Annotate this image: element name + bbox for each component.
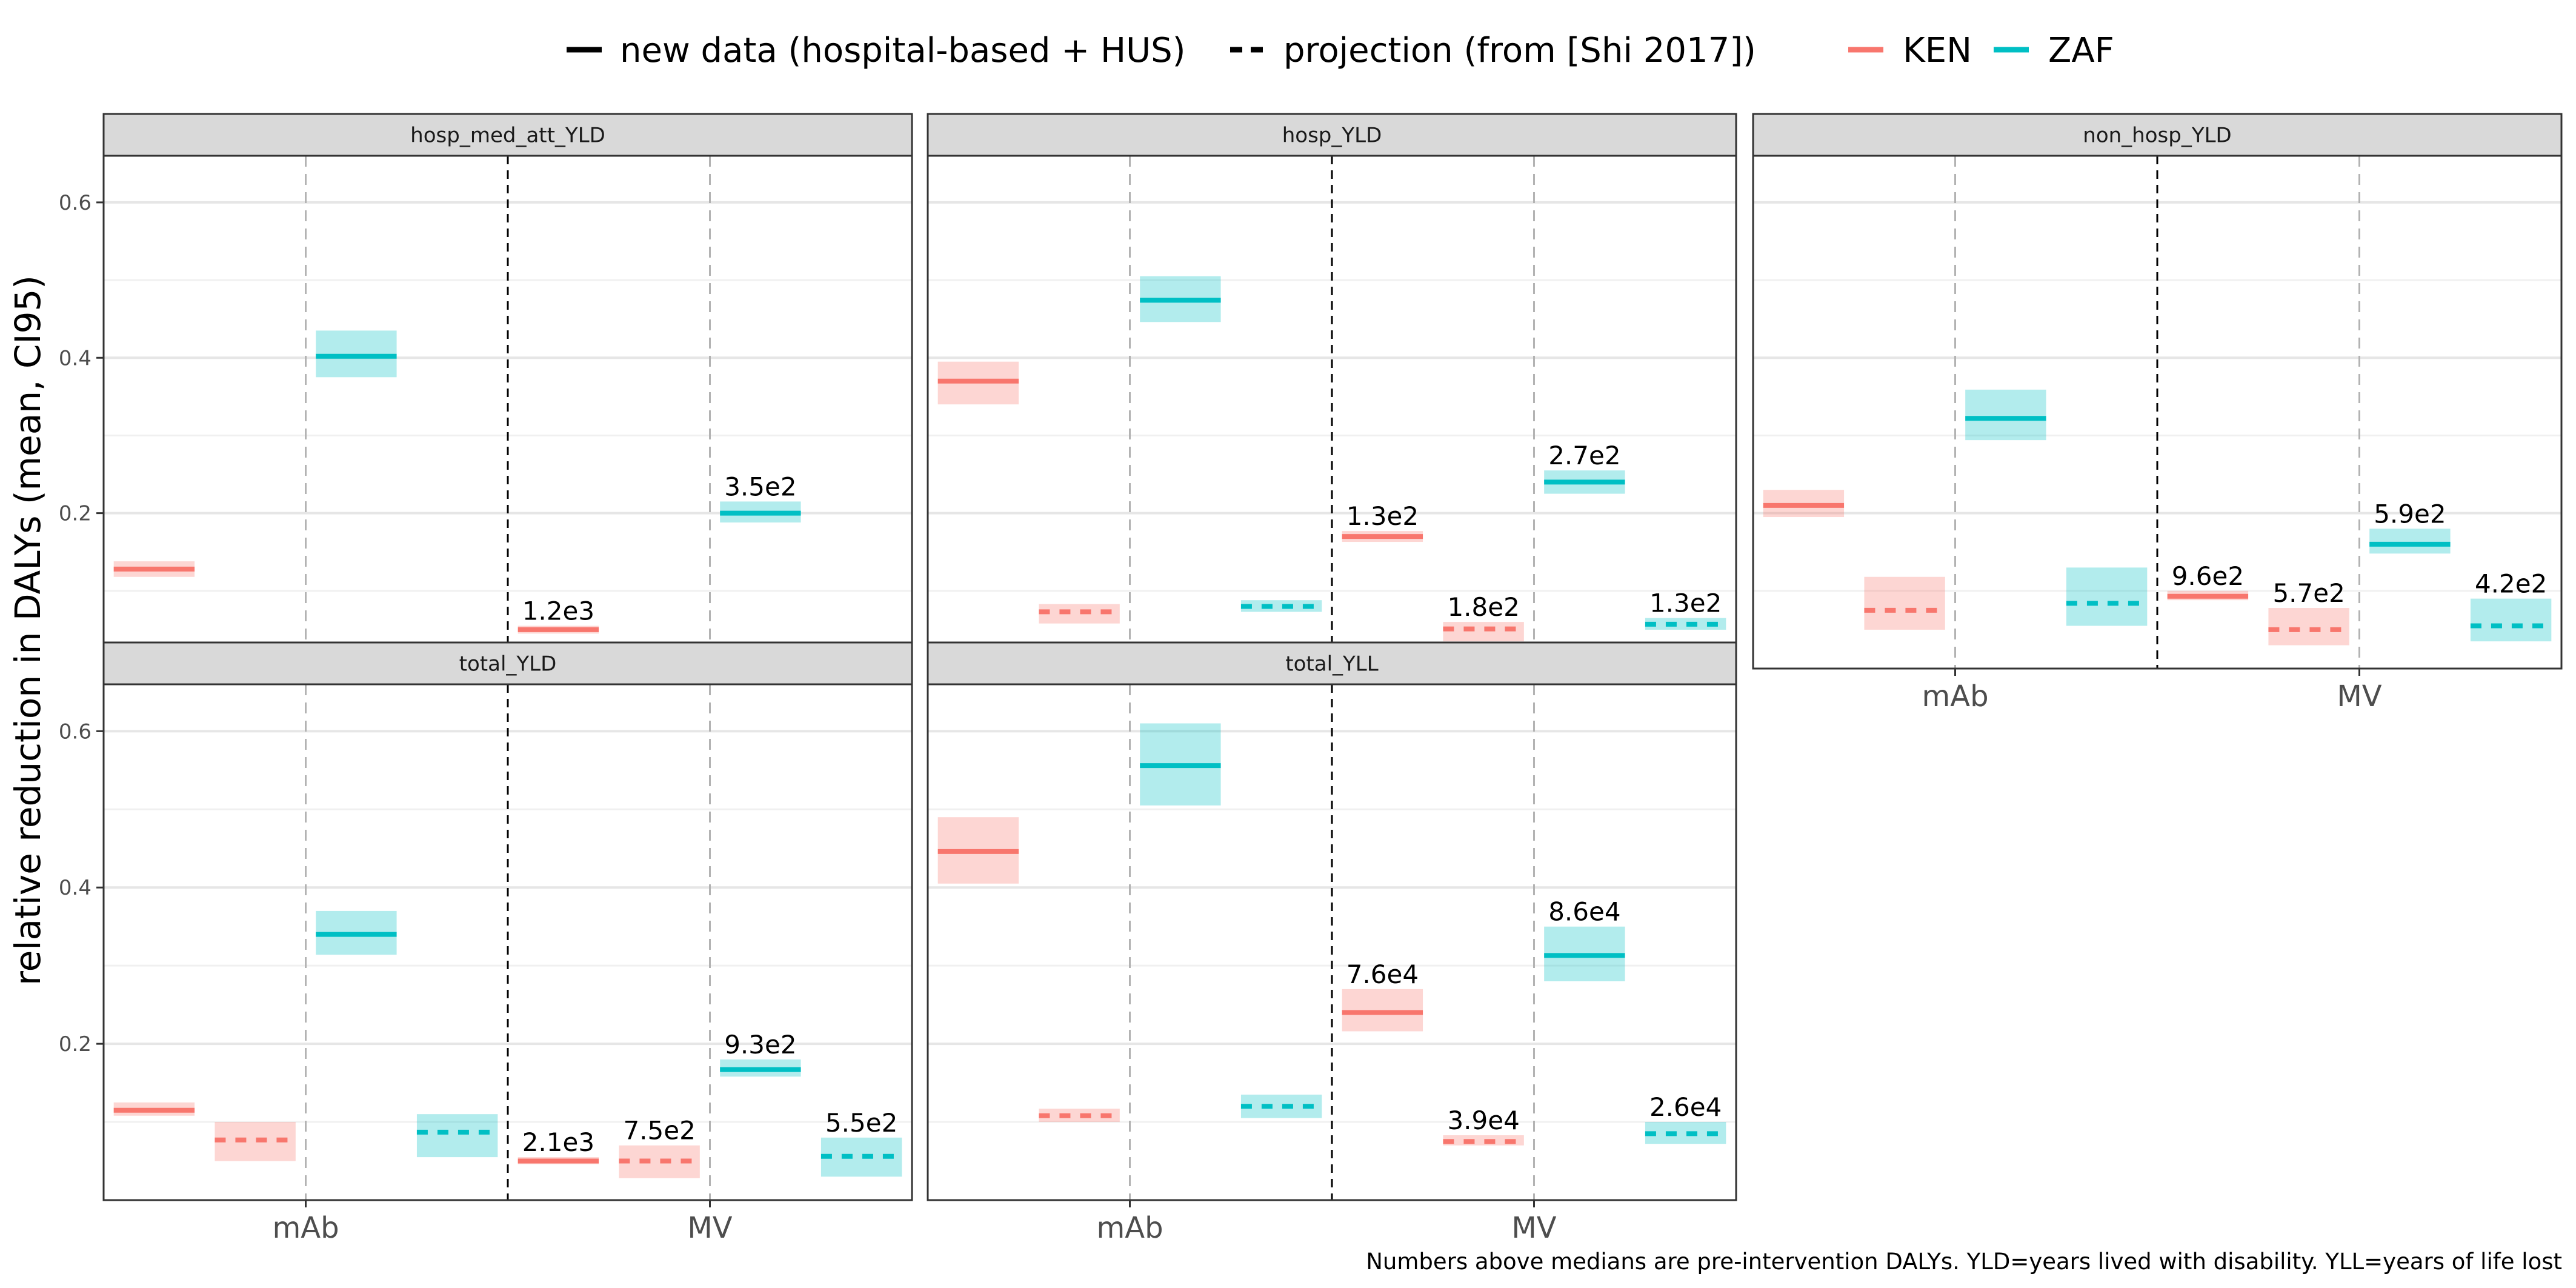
facet-total_YLL: 7.6e4 3.9e4 8.6e4 2.6e4 total_YLL mAb MV bbox=[927, 641, 1737, 1245]
x-tick-label: mAb bbox=[272, 1211, 339, 1245]
facet-strip-label: total_YLL bbox=[1285, 652, 1378, 676]
x-tick-label: MV bbox=[687, 1211, 732, 1245]
ci-box-zaf-projection bbox=[2470, 598, 2552, 642]
facet-strip bbox=[927, 641, 1737, 686]
value-label: 3.5e2 bbox=[724, 472, 796, 501]
y-tick-label: 0.4 bbox=[59, 346, 92, 370]
value-label: 1.3e2 bbox=[1649, 589, 1722, 618]
value-label: 4.2e2 bbox=[2475, 569, 2547, 599]
facet-hosp_YLD: 1.3e2 1.8e2 2.7e2 1.3e2 hosp_YLD bbox=[927, 113, 1737, 670]
x-tick-label: mAb bbox=[1096, 1211, 1163, 1245]
value-label: 1.8e2 bbox=[1447, 592, 1519, 622]
value-label: 5.9e2 bbox=[2374, 499, 2446, 529]
facet-strip bbox=[102, 113, 913, 157]
caption: Numbers above medians are pre-interventi… bbox=[1366, 1249, 2562, 1275]
value-label: 7.5e2 bbox=[623, 1116, 695, 1146]
value-label: 5.5e2 bbox=[825, 1108, 897, 1138]
ci-box-ken-projection bbox=[2268, 608, 2349, 646]
value-label: 8.6e4 bbox=[1548, 897, 1620, 927]
ci-box-zaf-projection bbox=[2066, 567, 2148, 626]
y-tick-label: 0.2 bbox=[59, 502, 92, 526]
y-tick-label: 0.6 bbox=[59, 191, 92, 215]
value-label: 2.1e3 bbox=[522, 1127, 594, 1157]
value-label: 5.7e2 bbox=[2272, 578, 2345, 608]
value-label: 1.3e2 bbox=[1346, 501, 1419, 531]
ci-box-ken-projection bbox=[1443, 1135, 1524, 1146]
ci-box-zaf-new bbox=[1965, 389, 2046, 441]
x-tick-label: mAb bbox=[1922, 679, 1988, 713]
ci-box-ken-projection bbox=[1864, 576, 1945, 630]
facet-strip bbox=[102, 641, 913, 686]
y-tick-label: 0.4 bbox=[59, 876, 92, 900]
y-tick-label: 0.2 bbox=[59, 1032, 92, 1056]
legend-label-zaf: ZAF bbox=[2048, 31, 2114, 70]
legend-label-dashed: projection (from [Shi 2017]) bbox=[1283, 31, 1756, 70]
facet-hosp_med_att_YLD: 1.2e3 3.5e2 hosp_med_att_YLD 0.2 0.4 0.6 bbox=[59, 113, 913, 670]
value-label: 2.6e4 bbox=[1649, 1092, 1722, 1122]
x-tick-label: MV bbox=[2337, 679, 2381, 713]
x-tick-label: MV bbox=[1511, 1211, 1556, 1245]
y-tick-label: 0.6 bbox=[59, 719, 92, 744]
ci-box-zaf-new bbox=[2369, 529, 2451, 554]
value-label: 3.9e4 bbox=[1447, 1106, 1519, 1135]
legend-label-ken: KEN bbox=[1903, 31, 1972, 70]
ci-box-zaf-projection bbox=[1240, 600, 1322, 612]
value-label: 9.6e2 bbox=[2172, 561, 2244, 591]
legend: new data (hospital-based + HUS) projectio… bbox=[567, 31, 2114, 70]
facet-strip-label: hosp_YLD bbox=[1282, 124, 1382, 148]
facet-strip-label: non_hosp_YLD bbox=[2083, 124, 2231, 148]
value-label: 2.7e2 bbox=[1548, 441, 1620, 470]
facet-strip bbox=[1752, 113, 2563, 157]
value-label: 1.2e3 bbox=[522, 596, 594, 626]
value-label: 9.3e2 bbox=[724, 1030, 796, 1059]
facet-strip-label: total_YLD bbox=[459, 652, 557, 676]
y-axis-title: relative reduction in DALYs (mean, CI95) bbox=[7, 275, 48, 986]
facet-non_hosp_YLD: 9.6e2 5.7e2 5.9e2 4.2e2 non_hosp_YLD mAb MV bbox=[1752, 113, 2563, 713]
ci-box-zaf-projection bbox=[1645, 618, 1726, 630]
facet-strip-label: hosp_med_att_YLD bbox=[410, 124, 605, 148]
facet-panels: 1.2e3 3.5e2 hosp_med_att_YLD 0.2 0.4 0.6 1.3e2… bbox=[59, 113, 2563, 1245]
legend-label-solid: new data (hospital-based + HUS) bbox=[620, 31, 1185, 70]
ci-box-zaf-projection bbox=[416, 1114, 498, 1158]
value-label: 7.6e4 bbox=[1346, 959, 1419, 989]
facet-strip bbox=[927, 113, 1737, 157]
facet-total_YLD: 2.1e3 7.5e2 9.3e2 5.5e2 total_YLD 0.2 0.4 0.6 mA… bbox=[59, 641, 913, 1245]
ci-box-ken-projection bbox=[1443, 622, 1524, 642]
ci-box-ken-projection bbox=[1039, 1109, 1120, 1123]
